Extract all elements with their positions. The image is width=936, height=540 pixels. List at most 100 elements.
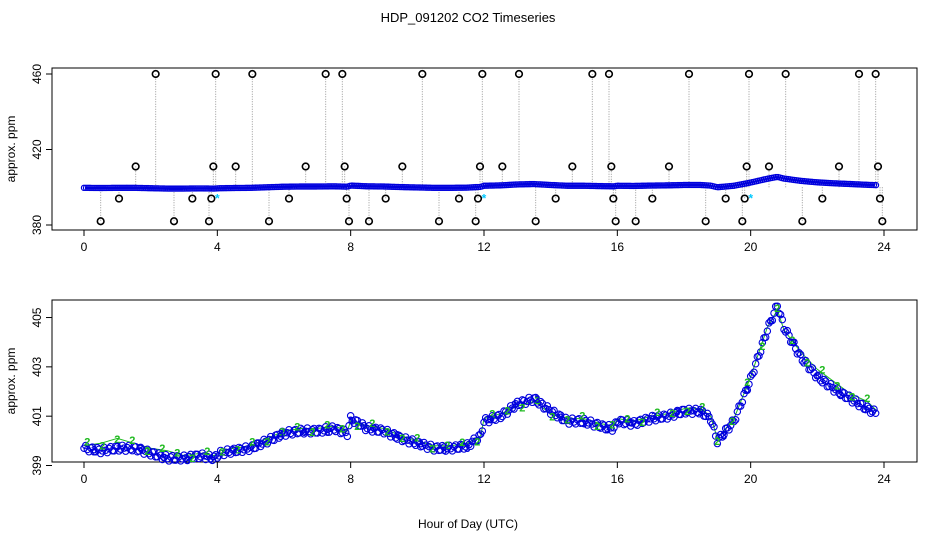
series-main-point	[763, 327, 772, 335]
series-2-glyph: 2	[114, 434, 120, 446]
top-trace-point	[634, 182, 642, 190]
top-trace-point	[578, 182, 586, 189]
series-main-point	[275, 434, 283, 442]
top-trace-point	[514, 181, 522, 188]
top-trace-point	[298, 183, 306, 190]
top-trace-point	[850, 180, 858, 188]
series-main-point	[346, 412, 355, 420]
series-main-glyph: 3	[208, 454, 214, 466]
top-trace-point	[82, 184, 90, 192]
series-main-point	[750, 368, 758, 377]
series-main-point	[533, 399, 542, 407]
series-main-point	[298, 426, 307, 434]
top-trace-point	[664, 182, 672, 189]
top-trace-point	[222, 184, 230, 192]
series-main-point	[730, 417, 738, 426]
outlier-point	[611, 217, 620, 226]
top-trace-point	[840, 180, 848, 187]
top-trace-point	[846, 180, 854, 188]
series-main-glyph: 3	[628, 418, 634, 430]
top-trace-point	[200, 185, 208, 192]
series-main-point	[183, 456, 192, 465]
series-main-glyph: 3	[184, 455, 190, 467]
top-trace-point	[96, 184, 104, 192]
series-main-point	[328, 422, 337, 430]
bottom-y-tick-label: 399	[30, 455, 44, 475]
series-main-point	[748, 370, 757, 378]
top-trace-point	[296, 183, 304, 190]
top-trace-point	[626, 182, 634, 190]
series-main-point	[536, 397, 545, 406]
top-trace-point	[192, 185, 200, 192]
top-trace-point	[386, 183, 394, 190]
top-trace-point	[130, 184, 138, 192]
series-2-glyph: 2	[594, 421, 600, 433]
top-trace-point	[84, 184, 92, 192]
series-2-glyph: 2	[189, 453, 195, 465]
series-2-glyph: 2	[609, 419, 615, 431]
series-2-glyph: 2	[459, 437, 465, 449]
top-trace-point	[654, 182, 662, 189]
series-2-glyph: 2	[429, 444, 435, 456]
series-main-point	[756, 348, 765, 356]
top-trace-point	[632, 182, 640, 190]
top-trace-point	[228, 184, 236, 192]
top-trace-point	[562, 182, 570, 189]
top-trace-point	[332, 183, 340, 190]
bottom-y-tick-label: 403	[30, 357, 44, 377]
series-main-glyph: 3	[838, 389, 844, 401]
series-2-glyph: 2	[399, 433, 405, 445]
top-trace-point	[684, 181, 692, 189]
top-trace-point	[118, 184, 126, 192]
top-trace-point	[372, 183, 380, 190]
top-trace-point	[136, 184, 144, 192]
figure-title: HDP_091202 CO2 Timeseries	[381, 10, 556, 25]
top-trace-point	[584, 182, 592, 190]
top-trace-point	[458, 184, 466, 191]
series-main-point	[586, 416, 595, 424]
outlier-point	[381, 194, 390, 203]
top-trace-point	[680, 181, 688, 189]
series-main-point	[710, 423, 718, 431]
top-trace-point	[304, 183, 312, 190]
series-main-point	[731, 416, 740, 424]
series-main-glyph: 3	[254, 438, 260, 450]
top-trace-point	[340, 183, 348, 190]
top-trace-point	[334, 183, 342, 190]
series-main-point	[778, 315, 787, 324]
top-trace-point	[426, 184, 434, 191]
series-main-point	[341, 428, 350, 437]
top-trace-point	[570, 182, 578, 189]
top-trace-point	[668, 182, 676, 189]
top-trace-point	[852, 181, 860, 188]
top-trace-point	[106, 184, 114, 192]
series-2-glyph: 2	[804, 357, 810, 369]
series-main-point	[826, 379, 835, 388]
outlier-point	[340, 162, 349, 171]
top-trace-point	[126, 184, 134, 192]
top-trace-point	[690, 181, 698, 189]
top-trace-point	[644, 182, 652, 189]
top-trace-point	[240, 184, 248, 192]
series-main-point	[395, 431, 403, 440]
series-2-glyph: 2	[744, 377, 750, 389]
series-main-glyph: 3	[278, 428, 284, 440]
top-trace-point	[318, 183, 326, 190]
top-trace-point	[204, 185, 212, 192]
outlier-point	[344, 217, 354, 226]
top-trace-point	[416, 184, 424, 191]
series-main-point	[785, 331, 793, 340]
top-trace-point	[272, 183, 280, 191]
top-trace-point	[280, 183, 288, 190]
top-trace-point	[174, 185, 182, 192]
top-trace-point	[242, 184, 250, 192]
top-trace-point	[260, 184, 268, 191]
top-trace-point	[262, 184, 270, 191]
series-main-glyph: 3	[558, 412, 564, 424]
series-main-point	[676, 410, 685, 419]
top-trace-point	[330, 183, 338, 190]
outlier-point	[454, 194, 464, 203]
x-axis-label: Hour of Day (UTC)	[418, 517, 518, 531]
series-2-glyph: 2	[219, 446, 225, 458]
top-trace-point	[336, 183, 344, 190]
